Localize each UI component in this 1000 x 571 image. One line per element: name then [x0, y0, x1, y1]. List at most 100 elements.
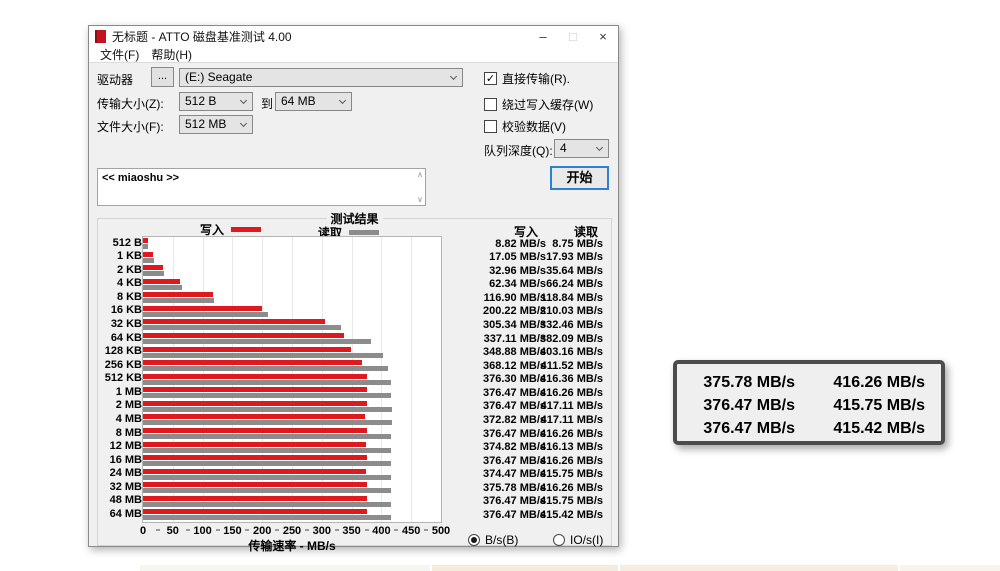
write-bar: [143, 482, 367, 488]
read-bar: [143, 366, 389, 372]
menu-item-help[interactable]: 帮助(H): [151, 47, 192, 62]
read-bar: [143, 488, 392, 494]
chart-row: [143, 373, 441, 387]
chart-row: [143, 495, 441, 509]
read-bar: [143, 393, 392, 399]
drive-select[interactable]: (E:) Seagate: [179, 68, 463, 87]
read-value: 411.52 MB/s: [540, 359, 603, 372]
write-bar: [143, 414, 366, 420]
description-text: << miaoshu >>: [102, 172, 180, 184]
write-bar: [143, 509, 368, 515]
read-value: 416.26 MB/s: [540, 386, 603, 399]
queue-depth-label: 队列深度(Q):: [484, 144, 553, 158]
x-tick-label: 400: [372, 525, 391, 537]
scroll-down-icon[interactable]: ∨: [417, 195, 423, 204]
checkbox-verify-data[interactable]: 校验数据(V): [484, 118, 566, 135]
x-minor-tick: [185, 529, 190, 531]
chart-row: [143, 468, 441, 482]
bar-chart-plot: [142, 236, 442, 523]
chart-row: [143, 481, 441, 495]
magnifier-row: 376.47 MB/s 415.42 MB/s: [677, 417, 941, 440]
category-label: 8 KB: [116, 290, 142, 303]
file-size-select[interactable]: 512 MB: [179, 115, 253, 134]
x-tick-label: 0: [139, 525, 147, 537]
radio-io-per-second[interactable]: IO/s(I): [553, 533, 603, 547]
magnifier-overlay: 375.78 MB/s 416.26 MB/s 376.47 MB/s 415.75 …: [673, 360, 945, 445]
transfer-from-select[interactable]: 512 B: [179, 92, 253, 111]
radio-bytes-per-second[interactable]: B/s(B): [468, 533, 518, 547]
category-label: 12 MB: [109, 440, 142, 453]
magnifier-row: 376.47 MB/s 415.75 MB/s: [677, 394, 941, 417]
write-bar: [143, 292, 213, 298]
read-bar: [143, 257, 154, 263]
read-value: 382.09 MB/s: [540, 332, 603, 345]
transfer-to-select[interactable]: 64 MB: [275, 92, 352, 111]
read-value: 403.16 MB/s: [540, 346, 603, 359]
read-value: 210.03 MB/s: [540, 305, 603, 318]
queue-depth-select[interactable]: 4: [554, 139, 609, 158]
read-value: 415.75 MB/s: [540, 495, 603, 508]
x-minor-tick: [424, 529, 429, 531]
radio-label: IO/s(I): [570, 533, 604, 547]
overlay-write-value: 376.47 MB/s: [703, 396, 795, 414]
read-bar: [143, 447, 391, 453]
gridline: [292, 237, 293, 522]
write-bar: [143, 468, 367, 474]
close-button[interactable]: ×: [599, 28, 607, 44]
write-value: 374.47 MB/s: [483, 468, 546, 481]
write-value: 376.47 MB/s: [483, 400, 546, 413]
chevron-down-icon: [338, 96, 347, 105]
write-value: 116.90 MB/s: [483, 291, 546, 304]
chevron-down-icon: [595, 143, 604, 152]
category-label: 1 KB: [116, 250, 142, 263]
radio-selected-icon: [468, 534, 480, 546]
x-tick-label: 350: [342, 525, 361, 537]
read-bar: [143, 461, 392, 467]
read-value: 416.26 MB/s: [540, 454, 603, 467]
read-value: 415.42 MB/s: [540, 508, 603, 521]
radio-label: B/s(B): [485, 533, 519, 547]
read-value: 66.24 MB/s: [546, 278, 603, 291]
value-rows: 8.82 MB/s 8.75 MB/s 17.05 MB/s 17.93 MB/s 32…: [418, 236, 608, 523]
category-label: 24 MB: [109, 467, 142, 480]
chart-row: [143, 454, 441, 468]
scroll-up-icon[interactable]: ∧: [417, 170, 423, 179]
chevron-down-icon: [239, 119, 248, 128]
menu-item-file[interactable]: 文件(F): [100, 47, 140, 62]
x-minor-tick: [394, 529, 399, 531]
x-minor-tick: [215, 529, 220, 531]
gridline: [321, 237, 323, 522]
read-bar: [143, 515, 391, 521]
write-value: 372.82 MB/s: [483, 413, 546, 426]
chart-row: [143, 278, 441, 292]
browse-button[interactable]: ...: [151, 67, 174, 87]
category-label: 2 KB: [116, 263, 142, 276]
category-label: 512 B: [112, 236, 142, 249]
overlay-write-value: 375.78 MB/s: [703, 373, 795, 391]
chart-row: [143, 359, 441, 373]
description-input[interactable]: << miaoshu >> ∧ ∨: [97, 168, 426, 206]
gridline: [262, 237, 264, 522]
checkbox-direct-io[interactable]: ✓ 直接传输(R).: [484, 70, 570, 87]
category-label: 8 MB: [115, 426, 142, 439]
chart-row: [143, 305, 441, 319]
write-bar: [143, 360, 363, 366]
write-value: 305.34 MB/s: [483, 318, 546, 331]
checkbox-bypass-write-cache[interactable]: 绕过写入缓存(W): [484, 96, 593, 113]
maximize-button[interactable]: □: [569, 28, 577, 44]
chevron-down-icon: [239, 96, 248, 105]
write-value: 376.47 MB/s: [483, 386, 546, 399]
write-swatch-icon: [231, 227, 262, 232]
menu-bar: 文件(F) 帮助(H): [89, 46, 618, 63]
read-bar: [143, 298, 214, 304]
category-label: 16 MB: [109, 453, 142, 466]
start-button[interactable]: 开始: [550, 166, 609, 190]
radio-unselected-icon: [553, 534, 565, 546]
write-bar: [143, 251, 154, 257]
minimize-button[interactable]: –: [539, 28, 547, 44]
write-value: 200.22 MB/s: [483, 305, 546, 318]
read-bar: [143, 352, 384, 358]
transfer-size-label: 传输大小(Z):: [97, 97, 164, 111]
